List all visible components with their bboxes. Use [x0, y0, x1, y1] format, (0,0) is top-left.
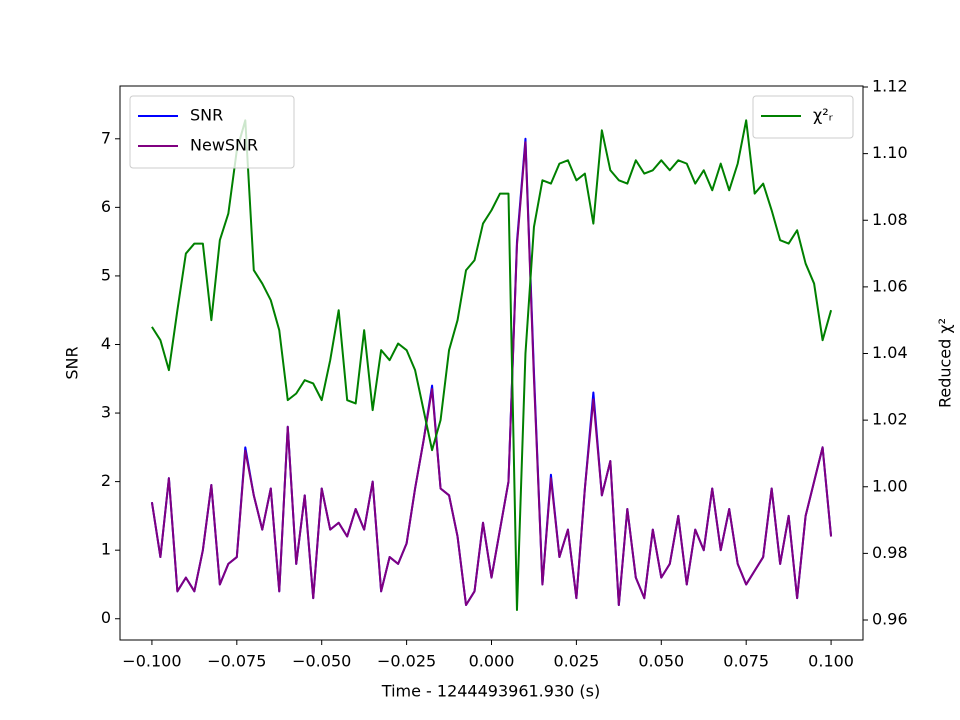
- legend-label: SNR: [190, 106, 223, 125]
- y2-tick-label: 1.06: [872, 276, 908, 295]
- x-tick-label: 0.000: [469, 652, 515, 671]
- x-tick-label: −0.025: [377, 652, 436, 671]
- y-tick-label: 4: [101, 334, 111, 353]
- x-tick-label: −0.100: [122, 652, 181, 671]
- y2-tick-label: 1.02: [872, 410, 908, 429]
- y-tick-label: 2: [101, 471, 111, 490]
- series-line: [150, 141, 833, 607]
- y-tick-label: 0: [101, 608, 111, 627]
- y2-tick-label: 1.08: [872, 210, 908, 229]
- y-axis-label: SNR: [63, 346, 82, 379]
- y-tick-label: 7: [101, 128, 111, 147]
- x-tick-label: −0.050: [292, 652, 351, 671]
- y2-tick-label: 1.00: [872, 476, 908, 495]
- y2-axis-label: Reduced χ²: [936, 318, 955, 408]
- series-line: [151, 119, 833, 612]
- x-tick-label: −0.075: [207, 652, 266, 671]
- x-tick-label: 0.050: [638, 652, 684, 671]
- legend-label: NewSNR: [190, 136, 258, 155]
- y-tick-label: 5: [101, 265, 111, 284]
- y2-tick-label: 1.10: [872, 143, 908, 162]
- y2-tick-label: 1.12: [872, 76, 908, 95]
- legend-box: [752, 95, 854, 139]
- legend-box: [129, 95, 295, 169]
- plot-frame: [119, 85, 864, 641]
- x-tick-label: 0.025: [553, 652, 599, 671]
- y2-tick-label: 0.96: [872, 610, 908, 629]
- y-tick-label: 3: [101, 403, 111, 422]
- y2-tick-label: 1.04: [872, 343, 908, 362]
- x-axis-label: Time - 1244493961.930 (s): [381, 682, 600, 701]
- y2-tick-label: 0.98: [872, 543, 908, 562]
- y-tick-label: 1: [101, 540, 111, 559]
- x-tick-label: 0.075: [723, 652, 769, 671]
- x-tick-label: 0.100: [808, 652, 854, 671]
- legend-label: χ²ᵣ: [813, 106, 834, 125]
- y-tick-label: 6: [101, 197, 111, 216]
